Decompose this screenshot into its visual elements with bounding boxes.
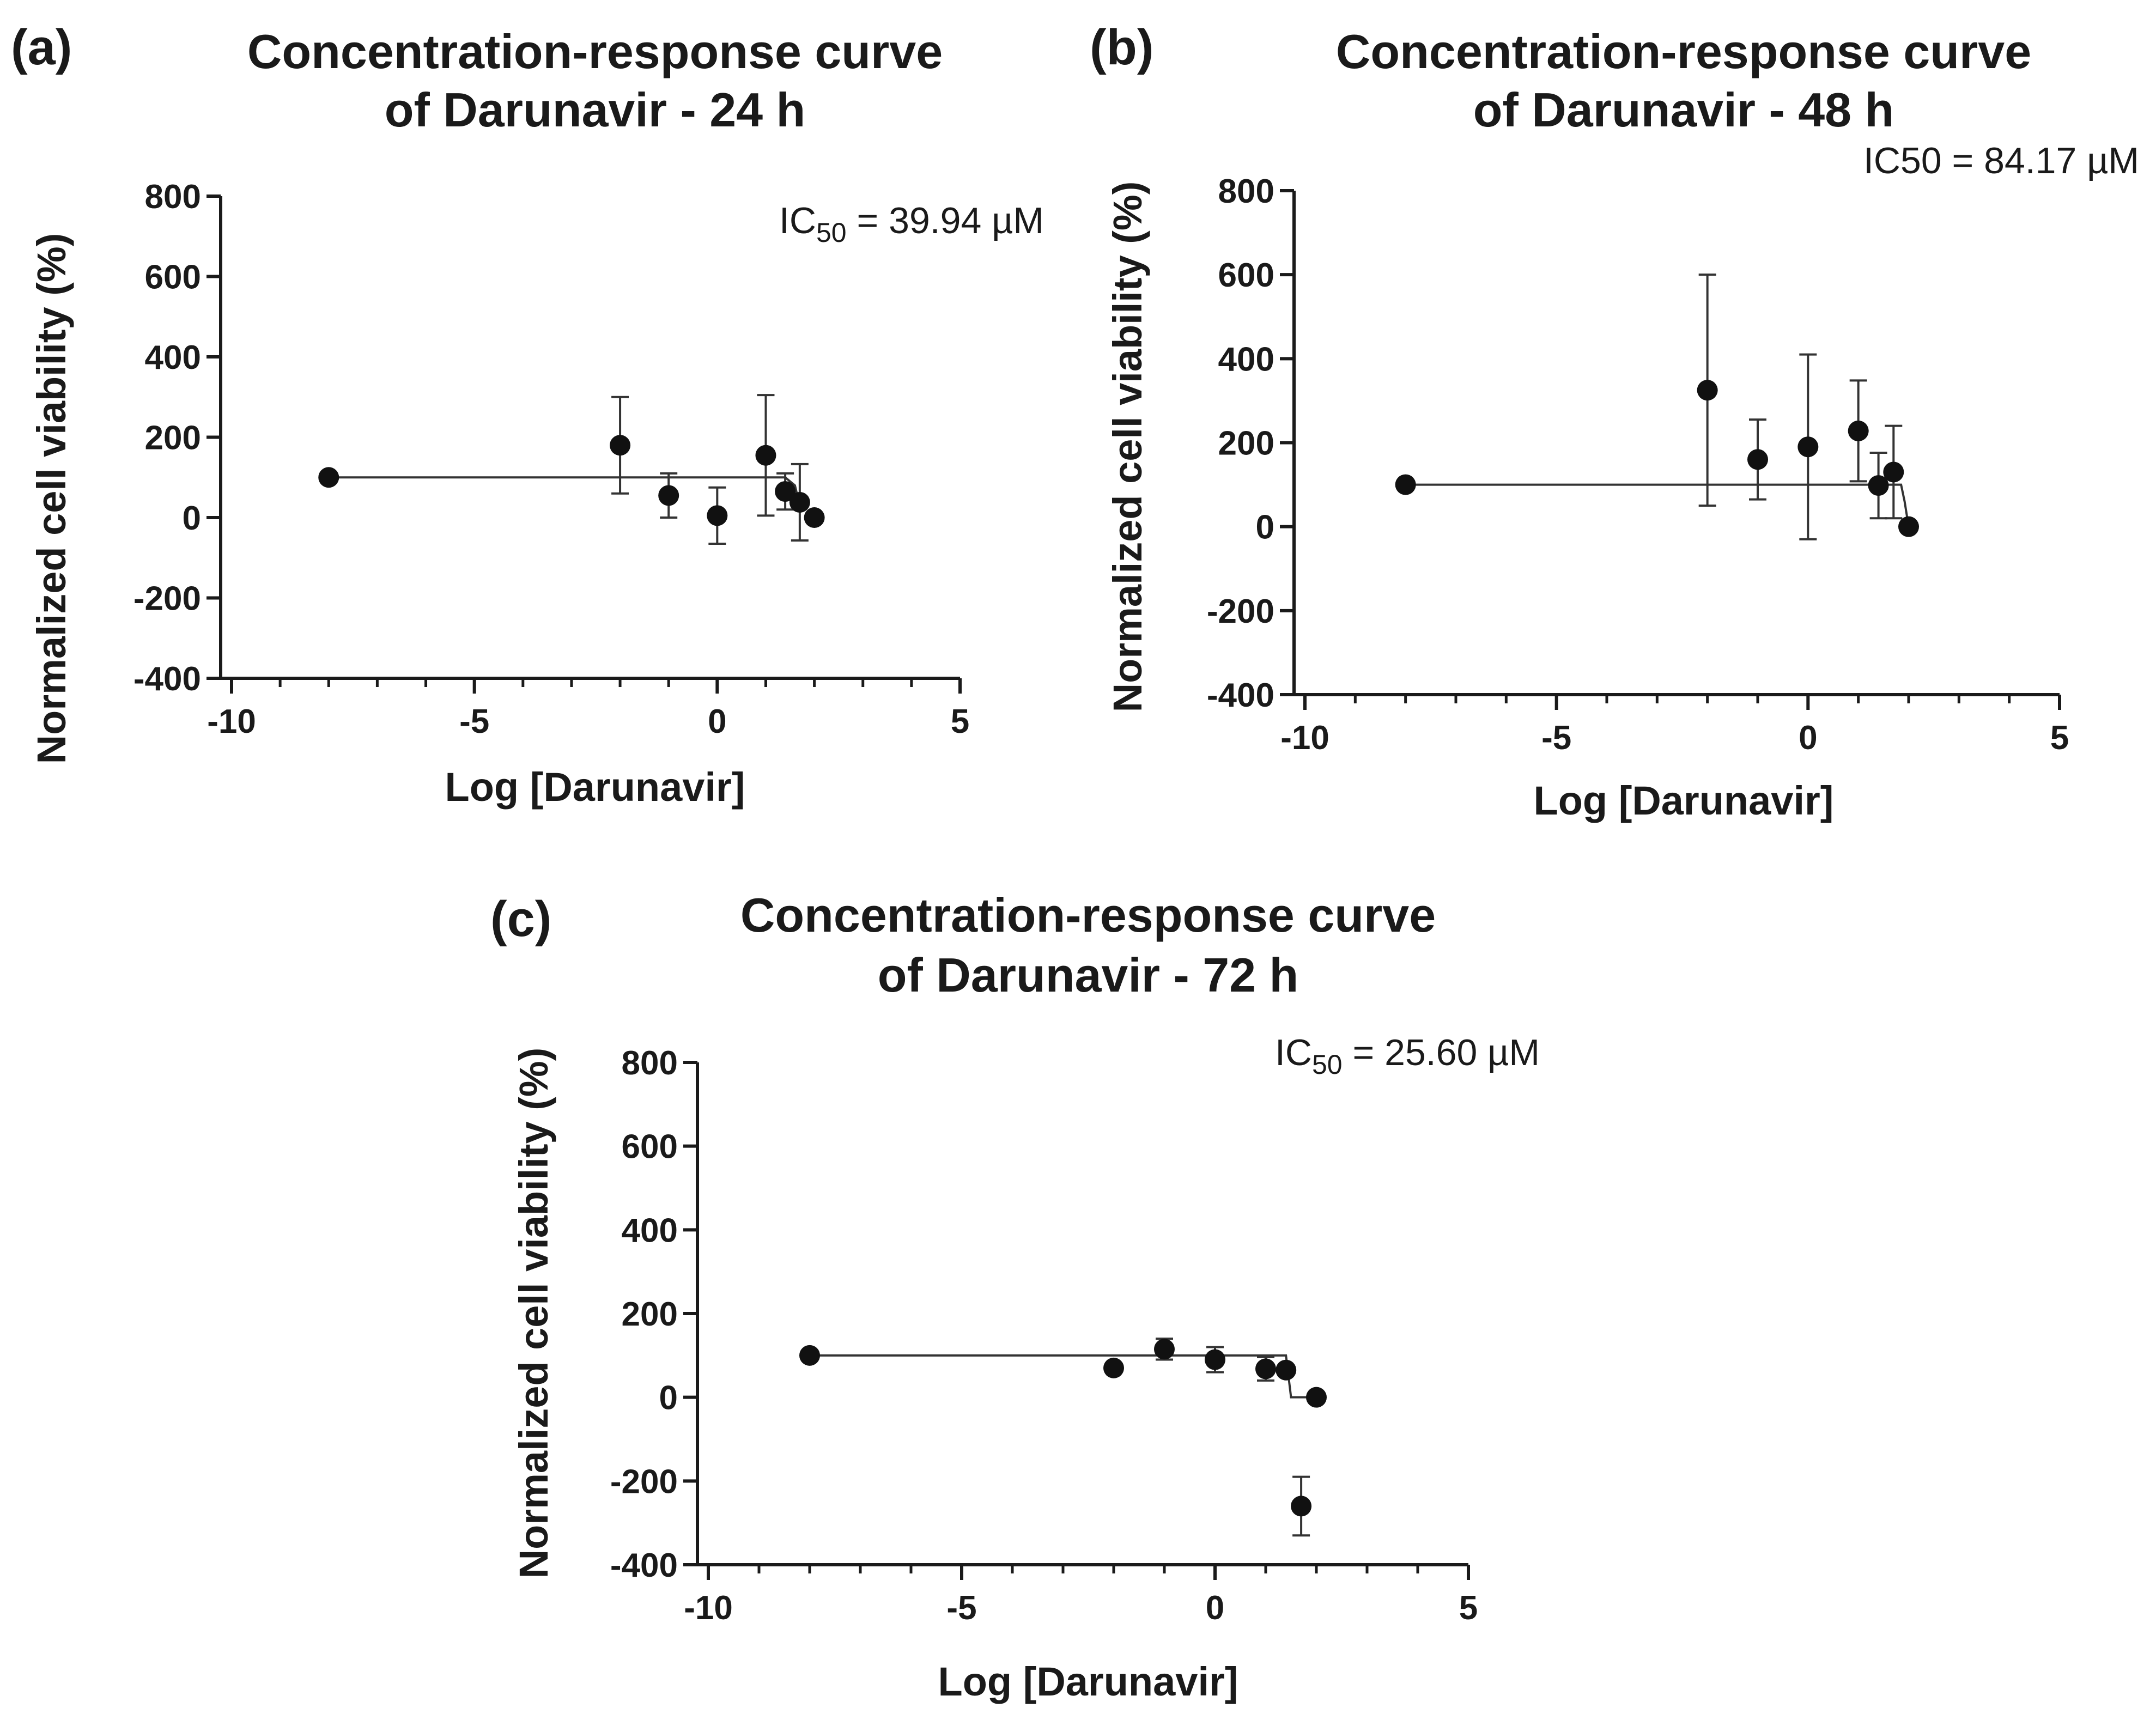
y-tick-label-a: 600 (145, 259, 201, 296)
data-point-a (658, 485, 679, 506)
data-point-a (789, 491, 810, 513)
data-point-c (1276, 1359, 1297, 1381)
panel-label-a: (a) (11, 20, 72, 75)
x-tick-label-c: -10 (684, 1589, 733, 1627)
data-point-b (1747, 449, 1768, 470)
y-tick-label-b: 800 (1218, 173, 1274, 210)
data-point-c (799, 1345, 820, 1366)
y-axis-title-c: Normalized cell viability (%) (511, 1048, 556, 1579)
ic50-annotation-b: IC50 = 84.17 µM (1863, 140, 2139, 181)
x-tick-label-a: -5 (459, 703, 489, 740)
ic50-annotation-a: IC50 = 39.94 µM (779, 200, 1044, 248)
data-point-b (1883, 461, 1904, 483)
y-tick-label-c: 600 (622, 1128, 678, 1166)
y-tick-label-c: 400 (622, 1212, 678, 1249)
panel-b: (b) Concentration-response curve of Daru… (1090, 20, 2139, 823)
plot-area-c: -400 -200 0 200 400 600 800 -10 -5 0 5 (610, 1044, 1478, 1627)
x-tick-label-b: 5 (2050, 719, 2069, 757)
x-axis-title-c: Log [Darunavir] (938, 1659, 1238, 1704)
y-tick-label-b: 600 (1218, 257, 1274, 294)
data-point-c (1291, 1496, 1312, 1517)
chart-title-line1-b: Concentration-response curve (1336, 25, 2031, 78)
data-point-a (804, 507, 825, 528)
data-point-a (755, 445, 776, 466)
y-tick-label-c: 800 (622, 1044, 678, 1082)
y-tick-label-b: -200 (1207, 593, 1274, 630)
chart-title-line2-b: of Darunavir - 48 h (1473, 83, 1894, 137)
y-tick-label-c: -400 (610, 1547, 678, 1584)
x-axis-title-b: Log [Darunavir] (1534, 778, 1834, 823)
data-point-a (610, 435, 631, 456)
x-axis-title-a: Log [Darunavir] (445, 764, 745, 810)
panel-label-c: (c) (490, 891, 551, 947)
x-tick-label-a: 5 (951, 703, 969, 740)
data-point-c (1103, 1357, 1124, 1378)
chart-title-line2-c: of Darunavir - 72 h (878, 948, 1299, 1002)
ic50-subscript-c: 50 (1312, 1049, 1343, 1080)
y-tick-label-b: 200 (1218, 425, 1274, 463)
y-axis-title-a: Normalized cell viability (%) (29, 233, 74, 764)
data-point-a (318, 467, 339, 488)
y-tick-label-a: 200 (145, 420, 201, 457)
data-point-b (1868, 475, 1889, 496)
x-tick-label-a: 0 (708, 703, 726, 740)
ic50-value-b: = 84.17 µM (1942, 140, 2139, 181)
y-tick-label-a: 0 (183, 500, 201, 537)
panel-c: (c) Concentration-response curve of Daru… (490, 888, 1540, 1704)
ic50-value-a: = 39.94 µM (847, 200, 1044, 241)
data-point-b (1797, 436, 1819, 458)
data-point-b (1395, 474, 1416, 495)
chart-title-line2-a: of Darunavir - 24 h (385, 83, 806, 137)
ic50-prefix-c: IC (1275, 1032, 1312, 1073)
x-tick-label-c: 5 (1459, 1589, 1478, 1627)
plot-area-b: -400 -200 0 200 400 600 800 -10 -5 0 5 (1207, 173, 2069, 757)
ic50-prefix-a: IC (779, 200, 816, 241)
data-point-c (1306, 1387, 1327, 1408)
data-point-c (1154, 1339, 1175, 1360)
fit-curve-a (329, 476, 801, 506)
panel-label-b: (b) (1090, 20, 1153, 75)
y-tick-label-b: 0 (1256, 509, 1274, 546)
plot-area-a: -400 -200 0 200 400 600 800 -10 -5 0 5 (133, 178, 969, 740)
y-tick-label-b: -400 (1207, 677, 1274, 714)
ic50-subscript-a: 50 (816, 217, 847, 248)
x-tick-label-b: 0 (1799, 719, 1817, 757)
y-tick-label-a: 400 (145, 339, 201, 376)
data-point-c (1205, 1349, 1225, 1370)
y-tick-label-c: 0 (659, 1379, 678, 1417)
y-axis-title-b: Normalized cell viability (%) (1105, 181, 1150, 713)
fit-curve-c (810, 1354, 1316, 1399)
data-point-b (1898, 516, 1919, 537)
y-tick-label-c: -200 (610, 1463, 678, 1500)
data-point-a (775, 481, 796, 502)
ic50-annotation-c: IC50 = 25.60 µM (1275, 1032, 1540, 1080)
x-tick-label-c: -5 (946, 1589, 976, 1627)
ic50-value-c: = 25.60 µM (1343, 1032, 1540, 1073)
data-point-a (707, 505, 728, 526)
data-point-b (1848, 420, 1869, 441)
x-tick-label-b: -5 (1541, 719, 1571, 757)
chart-title-line1-a: Concentration-response curve (247, 25, 943, 78)
y-tick-label-b: 400 (1218, 341, 1274, 378)
data-point-b (1697, 380, 1718, 401)
x-tick-label-a: -10 (207, 703, 256, 740)
ic50-prefix-b: IC50 (1863, 140, 1942, 181)
fit-curve-b (1405, 483, 1910, 527)
y-tick-label-a: -400 (133, 660, 201, 698)
x-tick-label-b: -10 (1280, 719, 1329, 757)
data-point-c (1255, 1358, 1276, 1379)
chart-title-line1-c: Concentration-response curve (740, 888, 1436, 942)
y-tick-label-c: 200 (622, 1296, 678, 1333)
y-tick-label-a: -200 (133, 580, 201, 618)
panel-a: (a) Concentration-response curve of Daru… (11, 20, 1044, 810)
x-tick-label-c: 0 (1206, 1589, 1224, 1627)
y-tick-label-a: 800 (145, 178, 201, 216)
